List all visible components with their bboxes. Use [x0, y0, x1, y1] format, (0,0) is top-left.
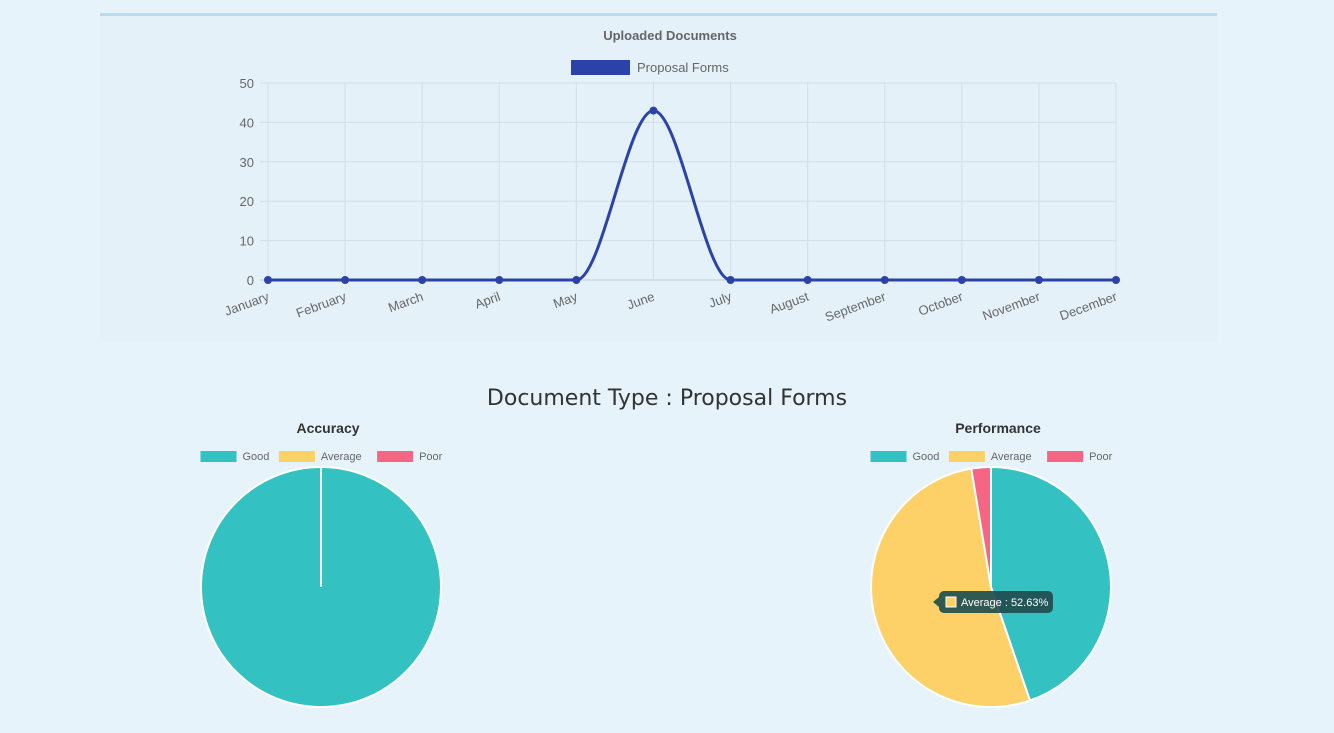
performance-slice-good[interactable] — [990, 466, 1112, 702]
accuracy-legend-label-good[interactable]: Good — [243, 451, 270, 463]
x-tick-label-september: September — [823, 288, 889, 324]
performance-slice-average[interactable] — [870, 467, 1031, 708]
x-tick-label-march: March — [386, 289, 425, 315]
data-point-may[interactable] — [572, 276, 581, 284]
performance-tooltip-caret — [933, 597, 939, 607]
line-chart-grid — [260, 82, 1117, 281]
performance-tooltip-text: Average : 52.63% — [961, 597, 1048, 609]
x-tick-label-april: April — [473, 289, 503, 312]
accuracy-legend-swatch-average[interactable] — [278, 451, 315, 462]
performance-legend-swatch-average[interactable] — [948, 451, 985, 462]
x-tick-label-june: June — [625, 289, 657, 313]
performance-legend-label-poor[interactable]: Poor — [1089, 451, 1113, 463]
performance-legend-label-average[interactable]: Average — [991, 451, 1032, 463]
performance-legend-swatch-poor[interactable] — [1047, 451, 1084, 462]
data-point-august[interactable] — [803, 276, 812, 284]
y-tick-label: 20 — [240, 194, 254, 209]
performance-tooltip-swatch — [945, 596, 957, 608]
legend-label-proposal-forms[interactable]: Proposal Forms — [637, 60, 729, 75]
performance-title: Performance — [955, 420, 1041, 436]
performance-legend-swatch-good[interactable] — [870, 451, 907, 462]
x-tick-label-february: February — [294, 289, 348, 321]
x-tick-label-january: January — [222, 289, 271, 319]
y-tick-label: 50 — [240, 76, 254, 91]
legend-swatch-proposal-forms[interactable] — [571, 60, 630, 75]
proposal-forms-series-points — [264, 106, 1120, 284]
y-tick-label: 40 — [240, 115, 254, 130]
y-tick-label: 30 — [240, 155, 254, 170]
data-point-september[interactable] — [880, 276, 889, 284]
accuracy-legend-label-poor[interactable]: Poor — [419, 451, 443, 463]
x-tick-label-november: November — [980, 288, 1042, 323]
data-point-june[interactable] — [649, 106, 658, 115]
data-point-october[interactable] — [957, 276, 966, 284]
line-chart-y-axis: 0 10 20 30 40 50 — [240, 76, 254, 288]
y-tick-label: 0 — [247, 273, 254, 288]
uploaded-documents-panel: Uploaded Documents Proposal Forms 0 10 20 3… — [100, 16, 1217, 341]
x-tick-label-july: July — [707, 289, 734, 311]
line-chart-x-axis: January February March April May June July Augu… — [222, 288, 1119, 324]
accuracy-legend-swatch-good[interactable] — [200, 451, 237, 462]
accuracy-legend-label-average[interactable]: Average — [321, 451, 362, 463]
data-point-december[interactable] — [1112, 276, 1120, 284]
data-point-november[interactable] — [1034, 276, 1043, 284]
x-tick-label-december: December — [1058, 288, 1120, 323]
uploaded-documents-chart: Uploaded Documents Proposal Forms 0 10 20 3… — [222, 28, 1120, 325]
data-point-july[interactable] — [726, 276, 735, 284]
document-type-heading: Document Type : Proposal Forms — [486, 386, 848, 411]
x-tick-label-october: October — [916, 288, 965, 318]
performance-tooltip — [939, 591, 1053, 613]
line-chart-title: Uploaded Documents — [603, 28, 737, 43]
accuracy-pie-chart: Accuracy Good Average Poor — [200, 420, 443, 708]
data-point-march[interactable] — [418, 276, 427, 284]
data-point-april[interactable] — [495, 276, 504, 284]
data-point-february[interactable] — [341, 276, 350, 284]
performance-pie-chart: Performance Good Average Poor Average : 52.6… — [870, 420, 1113, 708]
x-tick-label-august: August — [767, 289, 811, 317]
data-point-january[interactable] — [264, 276, 272, 284]
performance-slice-poor[interactable] — [970, 466, 992, 588]
performance-legend-label-good[interactable]: Good — [913, 451, 940, 463]
x-tick-label-may: May — [551, 289, 580, 312]
accuracy-title: Accuracy — [296, 420, 359, 436]
y-tick-label: 10 — [240, 234, 254, 249]
top-divider — [100, 13, 1217, 16]
accuracy-legend-swatch-poor[interactable] — [377, 451, 414, 462]
proposal-forms-series-line — [268, 109, 1116, 282]
